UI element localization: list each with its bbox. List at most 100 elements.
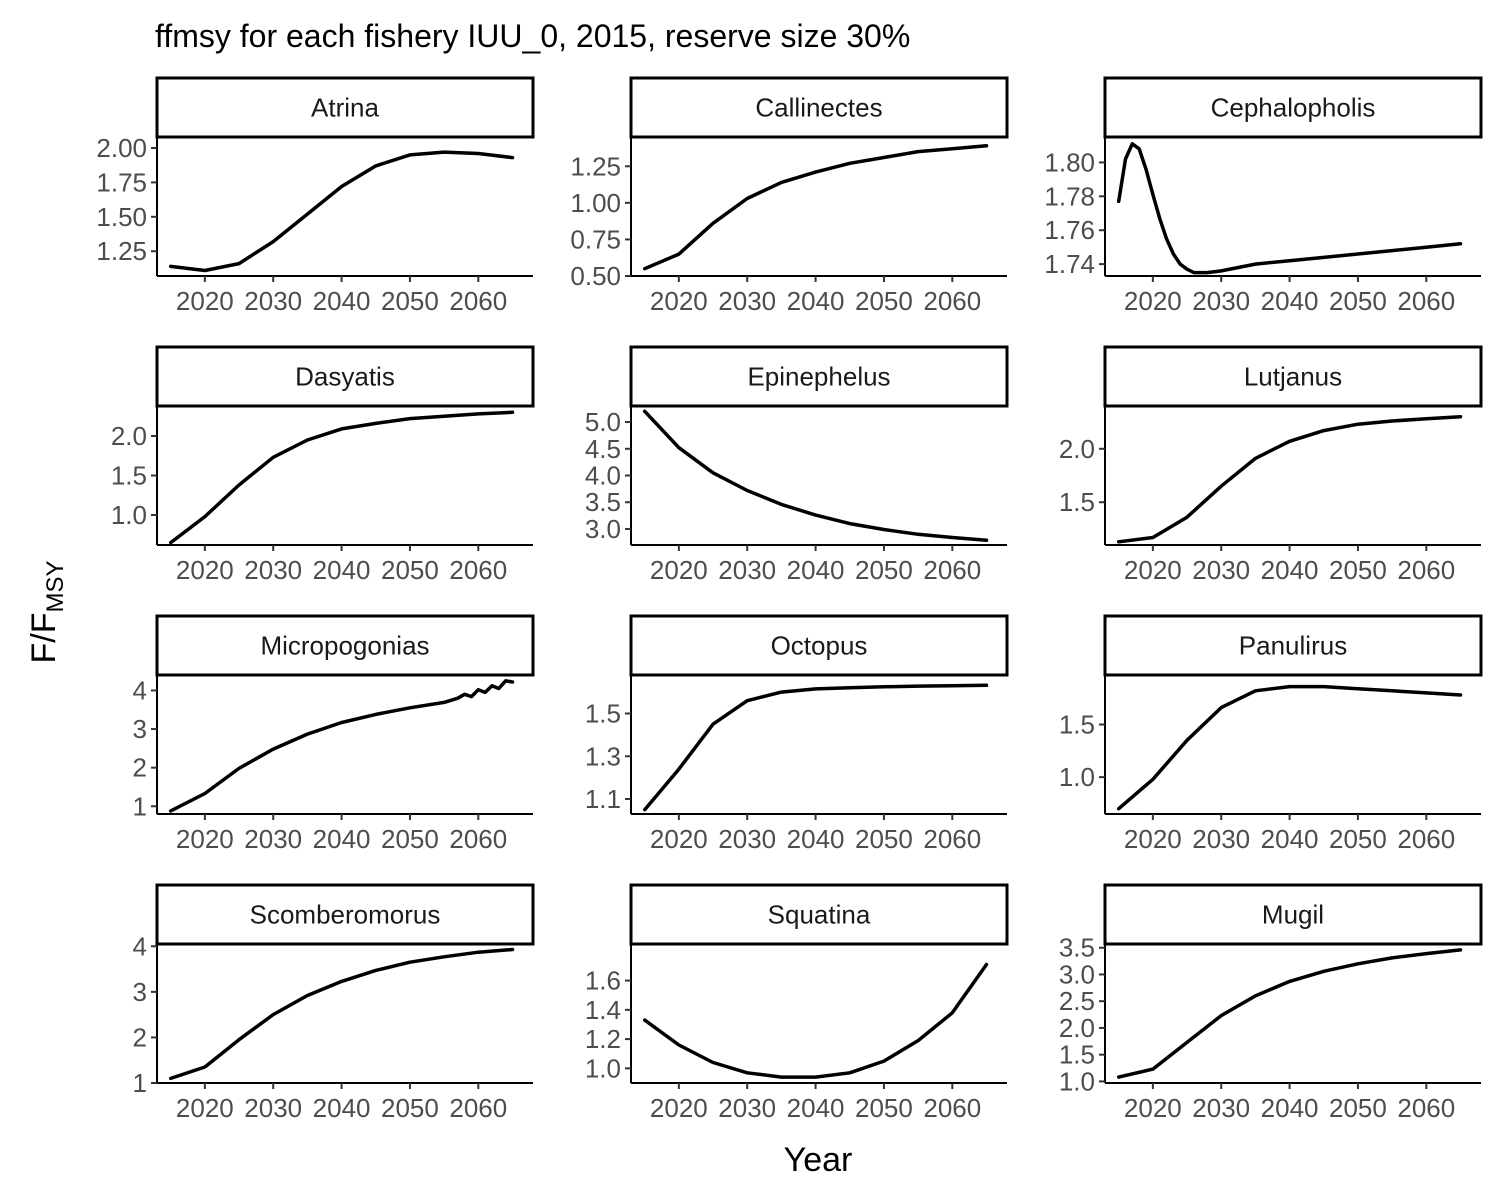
y-tick-label: 1.25 — [570, 151, 621, 181]
facet-strip-label: Mugil — [1262, 900, 1324, 930]
x-tick-label: 2050 — [855, 824, 913, 854]
y-tick-label: 3.5 — [1059, 933, 1095, 963]
facet-strip-label: Micropogonias — [260, 631, 429, 661]
x-tick-label: 2030 — [1192, 824, 1250, 854]
x-tick-label: 2030 — [718, 1093, 776, 1123]
y-tick-label: 1 — [133, 1068, 147, 1098]
y-tick-label: 1.1 — [585, 784, 621, 814]
x-axis-title: Year — [784, 1141, 853, 1179]
x-tick-label: 2020 — [650, 824, 708, 854]
x-tick-label: 2040 — [1261, 555, 1319, 585]
x-tick-label: 2060 — [923, 1093, 981, 1123]
x-tick-label: 2030 — [244, 824, 302, 854]
x-tick-label: 2040 — [313, 286, 371, 316]
x-tick-label: 2040 — [787, 286, 845, 316]
y-tick-label: 4 — [133, 931, 147, 961]
x-tick-label: 2020 — [176, 286, 234, 316]
x-tick-label: 2060 — [1397, 555, 1455, 585]
y-tick-label: 1.5 — [1059, 709, 1095, 739]
x-tick-label: 2050 — [381, 286, 439, 316]
y-tick-label: 1.80 — [1044, 147, 1095, 177]
facet-strip-label: Octopus — [771, 631, 868, 661]
facet-strip — [1103, 614, 1483, 677]
y-tick-label: 3.5 — [585, 487, 621, 517]
x-tick-label: 2020 — [176, 824, 234, 854]
x-tick-label: 2060 — [1397, 1093, 1455, 1123]
y-tick-label: 1.5 — [585, 698, 621, 728]
x-tick-label: 2030 — [718, 824, 776, 854]
y-tick-label: 5.0 — [585, 407, 621, 437]
panel-micropogonias: Micropogonias 2020 2030 2040 2050 2060 1 2 3 4 — [133, 614, 535, 854]
y-tick-label: 1.5 — [111, 461, 147, 491]
series-line — [1116, 414, 1463, 544]
panel-epinephelus: Epinephelus 2020 2030 2040 2050 2060 3.03.54.0… — [585, 345, 1009, 585]
y-tick-label: 1.2 — [585, 1024, 621, 1054]
y-tick-label: 4 — [133, 675, 147, 705]
facet-strip — [1103, 345, 1483, 408]
y-tick-label: 1.4 — [585, 995, 621, 1025]
facet-strip — [629, 614, 1009, 677]
y-tick-label: 1 — [133, 791, 147, 821]
chart-title: ffmsy for each fishery IUU_0, 2015, rese… — [155, 18, 910, 54]
x-tick-label: 2060 — [923, 555, 981, 585]
x-tick-label: 2050 — [855, 1093, 913, 1123]
x-tick-label: 2020 — [176, 555, 234, 585]
facet-strip-label: Panulirus — [1239, 631, 1347, 661]
x-tick-label: 2040 — [313, 824, 371, 854]
panel-mugil: Mugil 2020 2030 2040 2050 2060 1.01.52.02.53.0… — [1059, 883, 1483, 1123]
y-tick-label: 4.0 — [585, 461, 621, 491]
x-tick-label: 2030 — [1192, 1093, 1250, 1123]
series-line — [168, 410, 515, 545]
y-tick-label: 2.0 — [1059, 1013, 1095, 1043]
panel-cephalopholis: Cephalopholis 2020 2030 2040 2050 2060 1.74 1.7… — [1044, 76, 1483, 316]
facet-strip-label: Atrina — [311, 93, 379, 123]
y-tick-label: 4.5 — [585, 434, 621, 464]
y-tick-label: 1.0 — [1059, 1066, 1095, 1096]
x-tick-label: 2020 — [1124, 555, 1182, 585]
facet-strip — [155, 76, 535, 139]
series-line — [1116, 142, 1463, 275]
facet-strip — [1103, 883, 1483, 946]
y-tick-label: 0.75 — [570, 224, 621, 254]
y-tick-label: 1.76 — [1044, 215, 1095, 245]
x-tick-label: 2060 — [449, 555, 507, 585]
series-line — [642, 683, 989, 812]
y-tick-label: 3 — [133, 714, 147, 744]
x-tick-label: 2060 — [1397, 824, 1455, 854]
series-line — [642, 409, 989, 542]
facet-strip — [155, 883, 535, 946]
panel-panulirus: Panulirus 2020 2030 2040 2050 2060 1.0 1.5 — [1059, 614, 1483, 854]
x-tick-label: 2050 — [1329, 286, 1387, 316]
series-line — [642, 962, 989, 1079]
panel-dasyatis: Dasyatis 2020 2030 2040 2050 2060 1.0 1.5 2.0 — [111, 345, 535, 585]
x-tick-label: 2040 — [787, 555, 845, 585]
y-tick-label: 2.0 — [1059, 434, 1095, 464]
x-tick-label: 2050 — [1329, 824, 1387, 854]
y-tick-label: 1.3 — [585, 741, 621, 771]
x-tick-label: 2040 — [313, 1093, 371, 1123]
y-tick-label: 1.78 — [1044, 181, 1095, 211]
x-tick-label: 2060 — [923, 824, 981, 854]
facet-strip-label: Cephalopholis — [1211, 93, 1376, 123]
y-tick-label: 2.0 — [111, 421, 147, 451]
x-tick-label: 2030 — [244, 1093, 302, 1123]
y-tick-label: 2.5 — [1059, 986, 1095, 1016]
panel-lutjanus: Lutjanus 2020 2030 2040 2050 2060 1.5 2.0 — [1059, 345, 1483, 585]
series-line — [642, 144, 989, 271]
y-tick-label: 0.50 — [570, 261, 621, 291]
x-tick-label: 2020 — [650, 1093, 708, 1123]
panel-squatina: Squatina 2020 2030 2040 2050 2060 1.01.21.41.6 — [585, 883, 1009, 1123]
panel-callinectes: Callinectes 2020 2030 2040 2050 2060 0.50 0.75 1… — [570, 76, 1009, 316]
x-tick-label: 2050 — [855, 286, 913, 316]
y-tick-label: 1.0 — [1059, 762, 1095, 792]
series-line — [168, 679, 515, 813]
x-tick-label: 2030 — [1192, 555, 1250, 585]
x-tick-label: 2040 — [787, 824, 845, 854]
facet-strip-label: Squatina — [768, 900, 871, 930]
x-tick-label: 2050 — [1329, 1093, 1387, 1123]
x-tick-label: 2050 — [381, 1093, 439, 1123]
y-tick-label: 2 — [133, 1022, 147, 1052]
y-tick-label: 1.25 — [96, 236, 147, 266]
